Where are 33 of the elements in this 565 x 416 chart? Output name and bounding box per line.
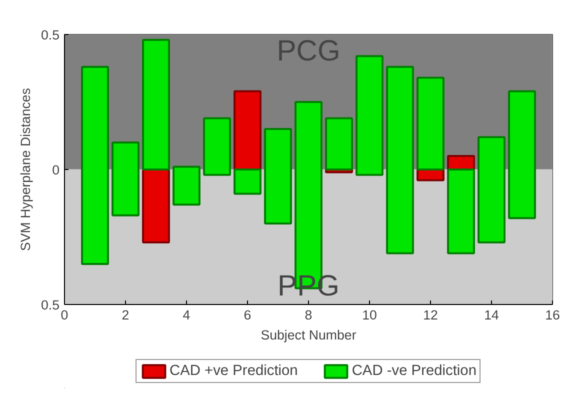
x-axis-title: Subject Number — [260, 328, 357, 342]
bar — [142, 38, 170, 170]
bar — [508, 90, 536, 220]
band-label: PCG — [276, 34, 340, 68]
x-tick-label: 6 — [244, 308, 252, 322]
bar — [203, 117, 231, 176]
legend-label: CAD -ve Prediction — [352, 363, 476, 379]
bar — [325, 117, 353, 170]
legend-label: CAD +ve Prediction — [170, 363, 298, 379]
x-tick-label: 12 — [423, 308, 438, 322]
bar — [112, 142, 140, 216]
bar — [172, 166, 200, 206]
band-label: PPG — [278, 270, 340, 302]
bar — [356, 55, 384, 176]
bar — [386, 66, 414, 254]
bar — [447, 168, 475, 254]
y-tick-label: 0.5 — [40, 28, 60, 42]
x-tick-label: 2 — [122, 308, 130, 322]
x-tick-label: 4 — [182, 308, 191, 322]
x-tick-label: 14 — [484, 308, 500, 322]
bar — [416, 76, 444, 170]
bar — [264, 128, 292, 224]
y-tick-label: 0.5 — [40, 298, 60, 312]
x-tick-label: 16 — [545, 308, 560, 322]
x-tick-label: 10 — [362, 308, 377, 322]
x-tick-label: 8 — [304, 308, 312, 322]
bar — [81, 66, 109, 265]
bar — [234, 90, 262, 170]
y-axis-title: SVM Hyperplane Distances — [18, 88, 33, 251]
bar — [142, 168, 170, 244]
bar — [478, 136, 506, 244]
bar — [234, 168, 262, 195]
y-tick-label: 0 — [52, 162, 60, 178]
